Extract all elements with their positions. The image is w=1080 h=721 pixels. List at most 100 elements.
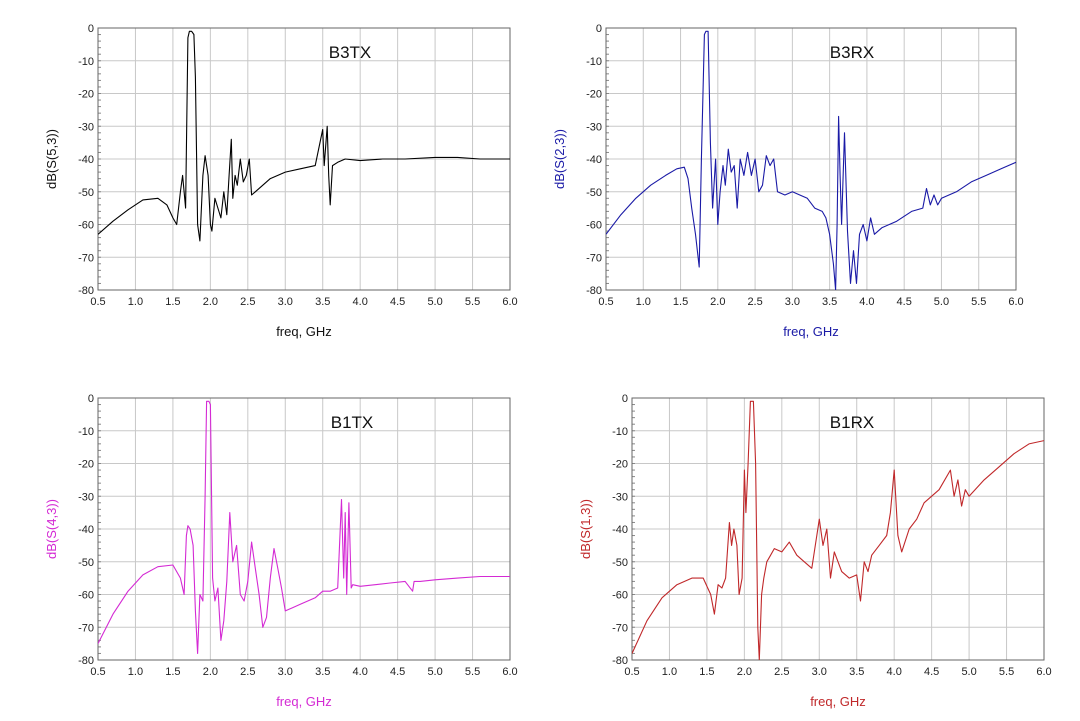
- y-tick-label: -60: [78, 220, 94, 232]
- y-axis-label: dB(S(2,3)): [552, 129, 567, 189]
- chart-panel-b3rx: 0.5 1.0 1.5 2.0 2.5 3.0 3.5 4.0 4.5 5.0 5.5 6.0 0 -10…: [552, 23, 1024, 339]
- y-tick-label: -80: [612, 655, 628, 667]
- chart-title: B1TX: [331, 413, 374, 432]
- x-tick-label: 5.0: [427, 666, 442, 678]
- x-axis-label: freq, GHz: [276, 694, 332, 709]
- x-tick-label: 0.5: [90, 296, 105, 308]
- x-tick-label: 3.0: [278, 666, 293, 678]
- y-tick-label: -50: [78, 187, 94, 199]
- x-tick-label: 2.0: [203, 296, 218, 308]
- x-tick-label: 4.0: [353, 296, 368, 308]
- y-tick-label: -20: [612, 459, 628, 471]
- x-tick-label: 3.0: [278, 296, 293, 308]
- x-tick-label: 5.5: [465, 666, 480, 678]
- y-tick-label: -40: [612, 524, 628, 536]
- x-tick-label: 3.5: [822, 296, 837, 308]
- y-tick-label: -70: [78, 252, 94, 264]
- chart-panel-b1tx: 0.5 1.0 1.5 2.0 2.5 3.0 3.5 4.0 4.5 5.0 5.5 6.0 0 -10…: [44, 393, 518, 709]
- x-tick-label: 2.0: [203, 666, 218, 678]
- series-line: [98, 30, 510, 242]
- x-tick-label: 2.5: [240, 666, 255, 678]
- x-tick-label: 4.0: [353, 666, 368, 678]
- plot-frame: [631, 397, 1045, 661]
- x-axis-label: freq, GHz: [783, 324, 839, 339]
- x-tick-label: 1.0: [636, 296, 651, 308]
- x-tick-label: 1.0: [128, 666, 143, 678]
- x-tick-label: 4.5: [924, 666, 939, 678]
- x-tick-label: 5.5: [999, 666, 1014, 678]
- x-tick-label: 1.5: [165, 666, 180, 678]
- y-axis-label: dB(S(4,3)): [44, 499, 59, 559]
- x-tick-label: 2.5: [747, 296, 762, 308]
- chart-title: B1RX: [830, 413, 874, 432]
- x-tick-label: 4.0: [859, 296, 874, 308]
- plot-frame: [97, 397, 511, 661]
- x-tick-label: 2.5: [774, 666, 789, 678]
- x-tick-label: 0.5: [598, 296, 613, 308]
- y-tick-label: -50: [612, 557, 628, 569]
- x-tick-label: 1.0: [128, 296, 143, 308]
- x-tick-label: 5.0: [934, 296, 949, 308]
- y-tick-label: -70: [78, 622, 94, 634]
- y-tick-label: 0: [88, 23, 94, 35]
- x-tick-label: 6.0: [1036, 666, 1051, 678]
- x-tick-label: 2.5: [240, 296, 255, 308]
- x-tick-label: 3.0: [812, 666, 827, 678]
- x-tick-label: 1.0: [662, 666, 677, 678]
- x-tick-label: 1.5: [699, 666, 714, 678]
- chart-title: B3RX: [830, 43, 874, 62]
- x-tick-label: 3.5: [315, 666, 330, 678]
- x-tick-label: 5.0: [427, 296, 442, 308]
- y-tick-label: 0: [596, 23, 602, 35]
- x-tick-label: 2.0: [737, 666, 752, 678]
- x-axis-label: freq, GHz: [810, 694, 866, 709]
- y-tick-label: -60: [78, 590, 94, 602]
- y-tick-label: -80: [78, 285, 94, 297]
- series-line: [606, 30, 1016, 290]
- y-tick-label: -10: [612, 426, 628, 438]
- y-axis-label: dB(S(5,3)): [44, 129, 59, 189]
- y-tick-label: -50: [586, 187, 602, 199]
- y-tick-label: -20: [586, 89, 602, 101]
- y-tick-label: -30: [586, 121, 602, 133]
- y-tick-label: -40: [78, 524, 94, 536]
- y-tick-label: -70: [586, 252, 602, 264]
- y-tick-label: -30: [78, 491, 94, 503]
- y-tick-label: -10: [586, 56, 602, 68]
- x-tick-label: 5.5: [971, 296, 986, 308]
- y-tick-label: -50: [78, 557, 94, 569]
- y-tick-label: -70: [612, 622, 628, 634]
- x-tick-label: 6.0: [502, 666, 517, 678]
- y-tick-label: -80: [78, 655, 94, 667]
- x-tick-label: 0.5: [624, 666, 639, 678]
- plot-frame: [605, 27, 1017, 291]
- series-line: [632, 400, 1044, 660]
- x-tick-label: 3.0: [785, 296, 800, 308]
- y-tick-label: 0: [88, 393, 94, 405]
- chart-title: B3TX: [329, 43, 372, 62]
- x-tick-label: 1.5: [165, 296, 180, 308]
- x-axis-label: freq, GHz: [276, 324, 332, 339]
- x-tick-label: 0.5: [90, 666, 105, 678]
- y-tick-label: -40: [586, 154, 602, 166]
- x-tick-label: 6.0: [1008, 296, 1023, 308]
- y-tick-label: -20: [78, 89, 94, 101]
- x-tick-label: 5.5: [465, 296, 480, 308]
- x-tick-label: 4.5: [897, 296, 912, 308]
- x-tick-label: 1.5: [673, 296, 688, 308]
- y-tick-label: -40: [78, 154, 94, 166]
- y-tick-label: -60: [612, 590, 628, 602]
- chart-panel-b1rx: 0.5 1.0 1.5 2.0 2.5 3.0 3.5 4.0 4.5 5.0 5.5 6.0 0 -10…: [578, 393, 1052, 709]
- y-tick-label: -30: [612, 491, 628, 503]
- y-tick-label: -10: [78, 426, 94, 438]
- y-tick-label: -60: [586, 220, 602, 232]
- x-tick-label: 4.0: [887, 666, 902, 678]
- x-tick-label: 5.0: [961, 666, 976, 678]
- x-tick-label: 3.5: [849, 666, 864, 678]
- y-tick-label: -30: [78, 121, 94, 133]
- chart-panel-b3tx: 0.5 1.0 1.5 2.0 2.5 3.0 3.5 4.0 4.5 5.0 5.5 6.0 0 -10…: [44, 23, 518, 339]
- series-line: [98, 400, 510, 655]
- y-tick-label: 0: [622, 393, 628, 405]
- x-tick-label: 6.0: [502, 296, 517, 308]
